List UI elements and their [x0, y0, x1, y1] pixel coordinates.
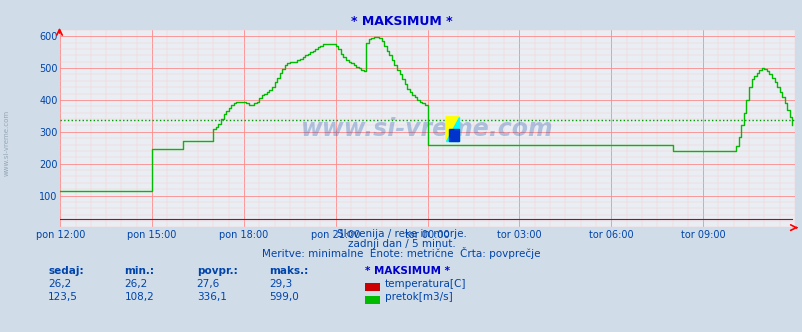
Text: 27,6: 27,6	[196, 279, 220, 289]
Text: 336,1: 336,1	[196, 292, 226, 302]
Text: 26,2: 26,2	[48, 279, 71, 289]
Text: 599,0: 599,0	[269, 292, 298, 302]
Text: sedaj:: sedaj:	[48, 266, 83, 276]
Text: * MAKSIMUM *: * MAKSIMUM *	[350, 15, 452, 28]
Text: min.:: min.:	[124, 266, 154, 276]
Text: povpr.:: povpr.:	[196, 266, 237, 276]
Polygon shape	[445, 117, 459, 140]
Text: * MAKSIMUM *: * MAKSIMUM *	[365, 266, 450, 276]
Text: temperatura[C]: temperatura[C]	[384, 279, 465, 289]
Polygon shape	[448, 129, 459, 140]
Text: www.si-vreme.com: www.si-vreme.com	[3, 110, 10, 176]
Text: maks.:: maks.:	[269, 266, 308, 276]
Text: 123,5: 123,5	[48, 292, 78, 302]
Text: 26,2: 26,2	[124, 279, 148, 289]
Text: www.si-vreme.com: www.si-vreme.com	[301, 117, 553, 141]
Text: 29,3: 29,3	[269, 279, 292, 289]
Text: Meritve: minimalne  Enote: metrične  Črta: povprečje: Meritve: minimalne Enote: metrične Črta:…	[262, 247, 540, 259]
Text: pretok[m3/s]: pretok[m3/s]	[384, 292, 452, 302]
Text: Slovenija / reke in morje.: Slovenija / reke in morje.	[336, 229, 466, 239]
Polygon shape	[445, 117, 459, 140]
Text: 108,2: 108,2	[124, 292, 154, 302]
Text: zadnji dan / 5 minut.: zadnji dan / 5 minut.	[347, 239, 455, 249]
